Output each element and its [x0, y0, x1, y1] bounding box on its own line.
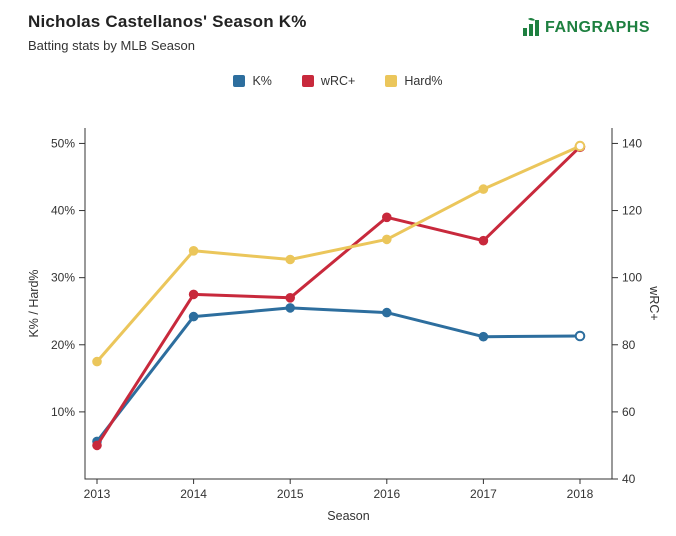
legend-swatch-icon	[233, 75, 246, 87]
data-point	[188, 246, 199, 256]
legend-label: wRC+	[320, 74, 356, 88]
x-tick-label: 2017	[470, 487, 497, 501]
page-title: Nicholas Castellanos' Season K%	[28, 12, 307, 31]
left-tick-label: 40%	[51, 204, 75, 218]
left-tick-label: 10%	[51, 405, 75, 419]
legend-swatch-icon	[301, 75, 314, 87]
x-tick-label: 2014	[180, 487, 207, 501]
bar-chart-leaf-icon	[523, 18, 540, 36]
axis-frame	[84, 128, 613, 480]
left-tick-label: 50%	[51, 136, 75, 150]
left-axis-title: K% / Hard%	[27, 269, 41, 337]
x-axis-title: Season	[327, 509, 369, 523]
fangraphs-logo-text: FANGRAPHS	[545, 18, 650, 36]
data-point	[188, 289, 199, 300]
right-tick-label: 80	[622, 338, 636, 352]
x-tick-label: 2015	[277, 487, 304, 501]
data-point	[478, 184, 489, 194]
data-point	[285, 254, 296, 265]
data-point	[382, 212, 392, 223]
legend-label: Hard%	[404, 74, 443, 88]
legend-item-hard[interactable]: Hard%	[385, 74, 443, 88]
series-line-hard	[95, 144, 582, 364]
data-point	[382, 307, 392, 318]
data-point	[92, 356, 102, 367]
series-line-k	[95, 306, 582, 443]
legend-swatch-icon	[385, 75, 398, 87]
legend-item-wrc[interactable]: wRC+	[301, 74, 356, 88]
right-tick-label: 100	[622, 271, 642, 285]
data-point	[285, 303, 296, 313]
data-point	[478, 331, 489, 342]
data-point	[574, 140, 586, 152]
x-tick-label: 2018	[567, 487, 594, 501]
fangraphs-logo: FANGRAPHS	[522, 18, 650, 37]
left-tick-label: 20%	[51, 338, 75, 352]
right-tick-label: 40	[622, 472, 636, 486]
data-point	[478, 235, 489, 246]
right-tick-label: 140	[622, 136, 642, 150]
right-tick-label: 120	[622, 204, 642, 218]
data-point	[574, 330, 586, 342]
left-tick-label: 30%	[51, 271, 75, 285]
legend-item-k[interactable]: K%	[233, 74, 272, 88]
legend-label: K%	[252, 74, 272, 88]
right-axis-title: wRC+	[647, 285, 661, 320]
data-point	[92, 440, 102, 451]
data-point	[188, 311, 199, 322]
right-tick-label: 60	[622, 405, 636, 419]
series-line-wrc	[95, 145, 582, 447]
x-tick-label: 2016	[373, 487, 400, 501]
chart-subtitle: Batting stats by MLB Season	[28, 38, 195, 53]
x-tick-label: 2013	[84, 487, 111, 501]
chart-legend: K% wRC+ Hard%	[0, 74, 676, 88]
data-point	[285, 293, 296, 303]
data-point	[382, 234, 392, 245]
